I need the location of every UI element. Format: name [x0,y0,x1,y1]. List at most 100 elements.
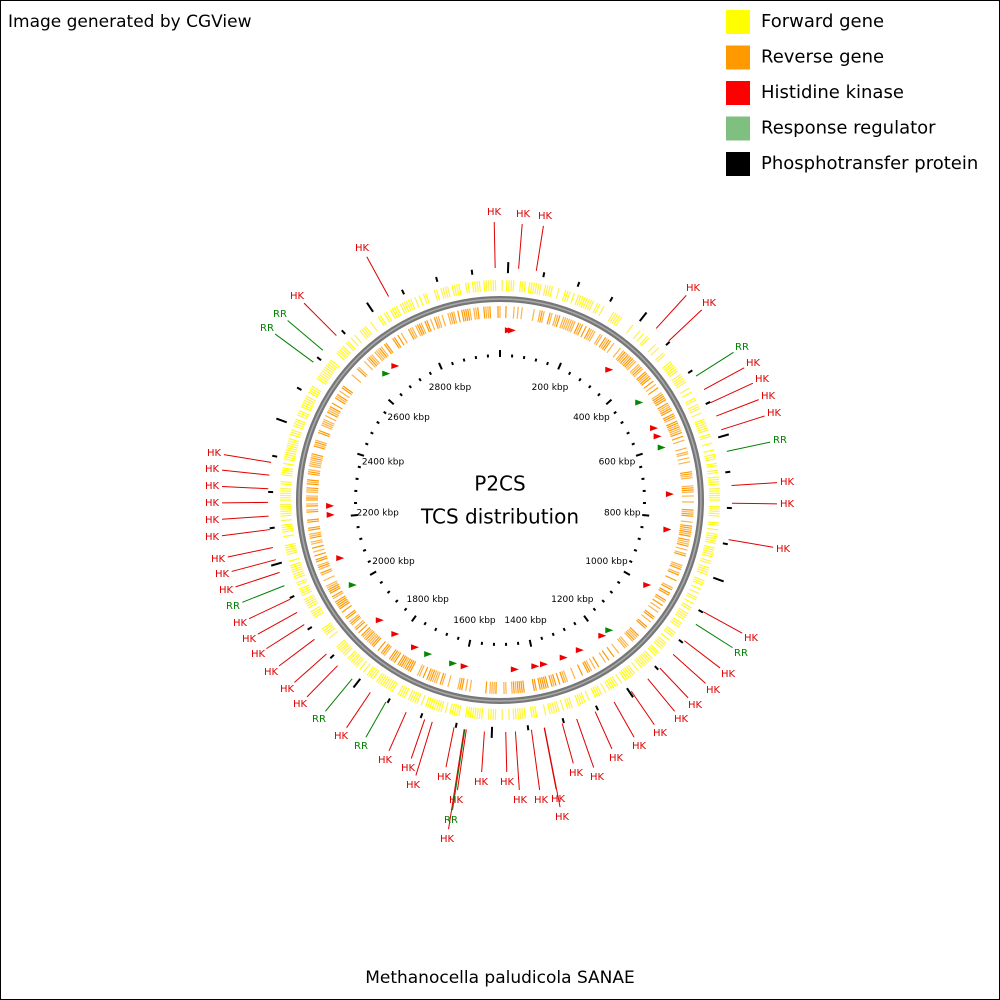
reverse-gene [325,580,338,587]
forward-gene [301,403,313,410]
forward-gene [653,641,663,650]
ruler-tick [383,410,387,415]
feature-marker [510,666,519,673]
feature-marker [665,491,674,498]
reverse-gene [388,649,397,660]
reverse-gene [652,393,664,402]
forward-gene [287,440,299,445]
reverse-gene [451,311,456,324]
reverse-gene [371,636,381,646]
reverse-gene [680,524,693,527]
feature-leader [221,529,270,537]
forward-gene [694,576,705,582]
reverse-gene [626,629,637,640]
reverse-gene [354,619,364,629]
reverse-gene [329,587,341,594]
reverse-gene [573,322,580,334]
feature-label: HK [378,755,393,766]
feature-leader [514,731,520,791]
reverse-gene [336,393,348,402]
forward-gene [672,375,683,384]
forward-gene [708,487,720,490]
outer-tick [576,281,581,288]
reverse-gene [672,439,685,445]
feature-label: HK [440,834,455,845]
ruler-tick [350,513,358,517]
reverse-gene [379,347,388,358]
forward-gene [704,453,716,458]
forward-gene [667,368,677,376]
forward-gene [340,347,350,356]
feature-leader [410,719,426,759]
forward-gene [285,545,297,549]
reverse-gene [539,677,543,690]
forward-gene [615,316,623,327]
forward-gene [407,299,414,311]
reverse-gene [661,582,674,589]
reverse-gene [322,420,334,427]
forward-gene [683,598,695,605]
forward-gene [291,429,303,434]
forward-gene [292,568,303,573]
forward-gene [476,707,479,719]
forward-gene [289,433,301,439]
reverse-gene [309,463,322,467]
forward-gene [547,285,551,297]
ruler-tick [638,465,643,469]
reverse-gene [652,598,664,607]
forward-gene [299,586,311,593]
forward-gene [282,529,294,533]
forward-gene [383,677,391,688]
forward-gene [695,422,707,428]
reverse-gene [416,324,424,336]
reverse-gene [368,633,378,644]
reverse-gene [433,671,439,683]
reverse-gene [306,487,319,490]
ruler-tick [626,431,630,435]
forward-gene [512,708,515,720]
ruler-tick [605,398,613,406]
forward-gene [674,379,685,387]
forward-gene [523,707,526,719]
forward-gene [433,699,439,711]
ruler-tick [635,452,643,457]
forward-gene [707,523,719,526]
forward-gene [671,618,681,627]
ruler-tick [562,627,566,632]
ruler-tick [462,358,466,362]
reverse-gene [418,665,425,677]
forward-gene [639,336,648,346]
forward-gene [681,391,692,398]
forward-gene [702,551,714,556]
reverse-gene [561,317,567,329]
reverse-gene [657,402,669,410]
reverse-gene [437,315,443,328]
ruler-tick [609,590,614,594]
reverse-gene [315,557,328,563]
reverse-gene [675,546,688,551]
forward-gene [287,442,299,447]
reverse-gene [317,431,330,438]
reverse-gene [426,320,432,332]
feature-leader [518,223,523,269]
reverse-gene [516,306,519,319]
feature-label: RR [354,741,368,752]
forward-gene [288,438,300,443]
reverse-gene [650,601,661,610]
forward-gene [281,525,293,529]
feature-marker [391,630,400,637]
feature-label: HK [674,714,689,725]
reverse-gene [416,664,424,676]
forward-gene [375,672,384,683]
ruler-tick [623,570,631,576]
feature-leader [731,502,778,505]
forward-gene [280,510,292,513]
feature-label: HK [334,731,349,742]
forward-gene [433,289,439,301]
feature-leader [695,351,734,377]
forward-gene [624,667,632,677]
reverse-gene [639,375,650,385]
forward-gene [458,283,462,295]
feature-label: HK [555,812,570,823]
feature-leader [303,302,337,336]
